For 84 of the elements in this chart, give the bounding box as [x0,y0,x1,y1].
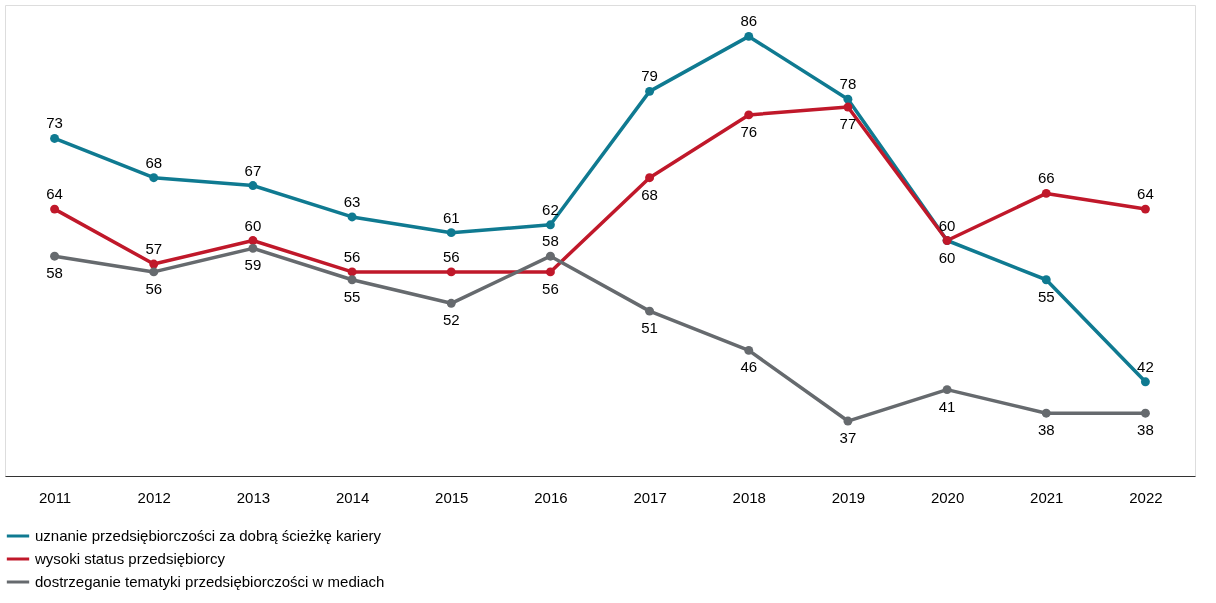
data-label: 76 [740,122,758,140]
data-label: 60 [938,248,956,266]
point [248,243,258,253]
point [843,94,853,104]
data-label: 64 [1137,185,1154,203]
data-label: 66 [1037,169,1055,187]
data-label: 63 [343,192,361,210]
data-label: 77 [839,115,857,133]
data-label: 59 [244,256,262,274]
data-label: 56 [343,247,361,265]
point [545,267,555,277]
data-label: 55 [343,287,361,305]
point [1140,377,1150,387]
x-tick-label: 2011 [38,488,72,506]
point [744,31,754,41]
x-tick-label: 2017 [633,488,667,506]
data-label: 58 [542,232,559,250]
point [248,236,258,245]
point [545,251,555,261]
data-label: 38 [1037,421,1055,439]
point [50,204,60,214]
data-label: 78 [839,75,857,93]
data-label: 46 [740,358,758,376]
point [446,267,456,277]
data-label: 41 [938,397,956,415]
x-tick-label: 2022 [1129,488,1163,506]
x-tick-label: 2015 [435,488,469,506]
point [149,267,159,277]
data-label: 68 [641,185,658,203]
data-label: 42 [1137,357,1154,375]
data-label: 58 [46,264,63,282]
point [149,173,159,183]
x-tick-label: 2016 [534,488,568,506]
x-tick-label: 2014 [335,488,370,506]
point [50,251,60,261]
point [545,220,555,230]
data-label: 67 [244,161,262,179]
point [347,275,357,285]
data-label: 56 [442,247,460,265]
point [843,416,853,426]
point [1140,204,1150,214]
point [446,228,456,238]
point [843,102,853,112]
point [1041,188,1051,198]
point [1140,408,1150,418]
point [1041,275,1051,285]
x-tick-label: 2012 [137,488,171,506]
data-label: 56 [542,279,559,297]
data-label: 57 [145,240,163,258]
data-label: 61 [442,208,460,226]
x-tick-label: 2013 [236,488,271,506]
legend-label: uznanie przedsiębiorczości za dobrą ścieżkę kariery [35,527,382,544]
data-label: 86 [740,12,758,30]
data-label: 79 [641,67,658,85]
point [744,110,754,120]
data-label: 51 [641,319,658,337]
point [446,298,456,308]
point [645,86,655,96]
data-label: 68 [145,153,163,171]
point [744,345,754,355]
legend-label: dostrzeganie tematyki przedsiębiorczości w mediach [35,573,385,590]
legend-label: wysoki status przedsiębiorcy [34,550,226,567]
x-tick-label: 2020 [930,488,965,506]
data-label: 64 [46,185,63,203]
data-label: 52 [442,311,460,329]
point [248,181,258,191]
data-label: 55 [1037,287,1055,305]
point [942,385,952,395]
point [149,259,159,269]
data-label: 38 [1137,421,1154,439]
point [645,306,655,316]
point [645,173,655,183]
x-tick-label: 2018 [732,488,766,506]
data-label: 60 [244,216,262,234]
data-label: 73 [46,114,63,132]
data-label: 37 [839,429,857,447]
data-label: 60 [938,216,956,234]
point [347,212,357,222]
data-label: 62 [542,200,559,218]
point [1041,408,1051,418]
data-label: 56 [145,279,163,297]
x-tick-label: 2019 [831,488,866,506]
x-tick-label: 2021 [1030,488,1064,506]
point [50,133,60,143]
